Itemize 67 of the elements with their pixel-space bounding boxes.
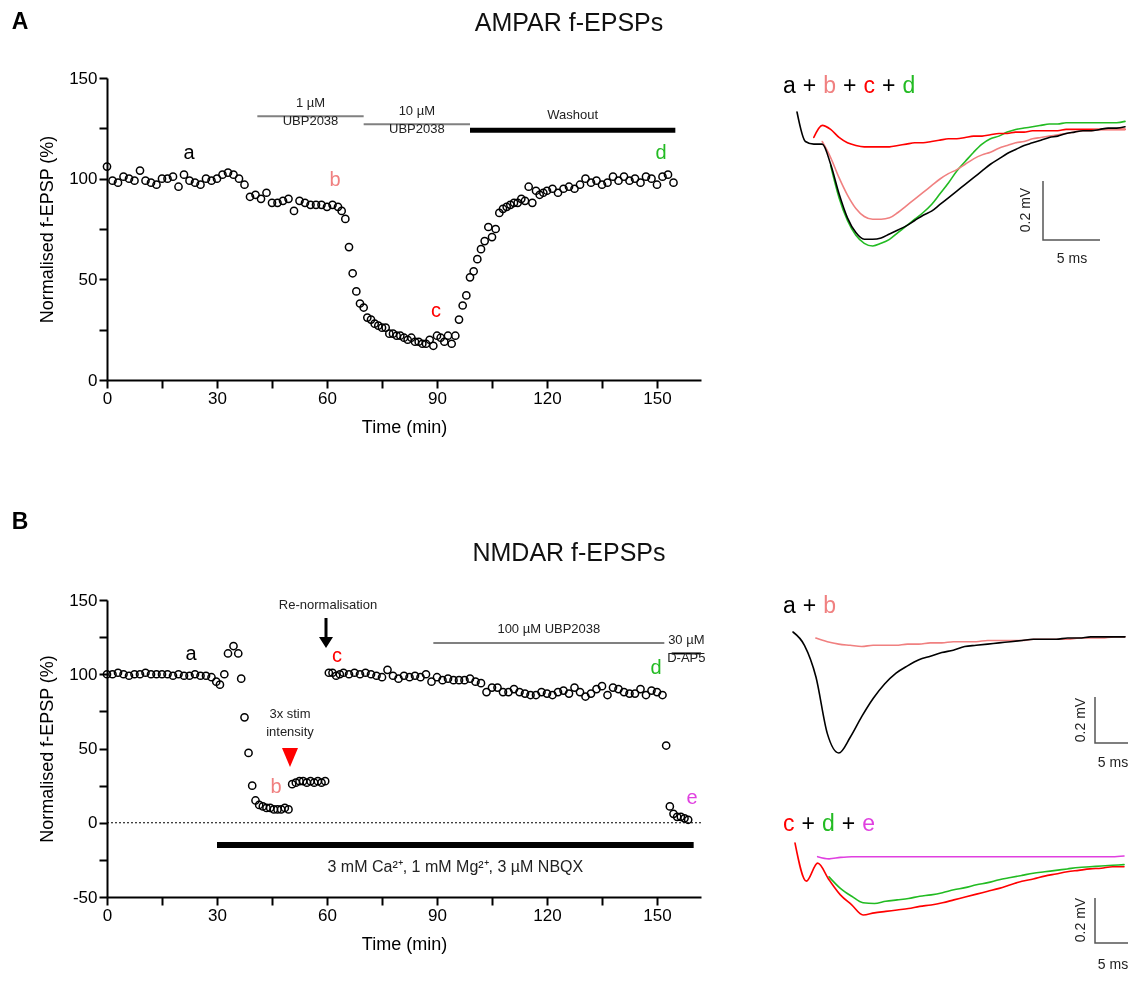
annotation: 3x stim intensity xyxy=(266,705,314,741)
text: + xyxy=(881,72,896,98)
text: + xyxy=(843,72,857,98)
series-label: d xyxy=(821,810,835,836)
text: + xyxy=(802,592,817,618)
text: 5 ms xyxy=(1056,250,1088,266)
annotation: c xyxy=(431,297,441,323)
series-label: e xyxy=(862,810,875,836)
text: B xyxy=(11,507,29,537)
series-label: 1 µM UBP2038 xyxy=(282,95,339,129)
y-tick-label: -50 xyxy=(72,887,98,907)
series-label: a xyxy=(783,72,796,98)
series-label: 100 µM UBP2038 xyxy=(497,621,601,637)
annotation: a xyxy=(183,139,195,165)
x-tick-label: 0 xyxy=(102,905,113,925)
x-tick-label: 120 xyxy=(533,388,562,408)
y-tick-label: 50 xyxy=(78,739,98,758)
annotation: e xyxy=(686,784,698,810)
y-axis-title: Normalised f-EPSP (%) xyxy=(37,655,58,843)
text: 5 ms xyxy=(1097,754,1129,770)
text: + xyxy=(841,810,856,836)
annotation: 0.2 mV xyxy=(1072,897,1088,943)
series-label: c xyxy=(863,72,875,98)
text: d xyxy=(902,72,916,98)
x-tick-label: 90 xyxy=(428,905,447,925)
y-tick-label: 100 xyxy=(69,664,98,684)
y-axis-title: Normalised f-EPSP (%) xyxy=(37,135,58,324)
y-tick-label: 150 xyxy=(69,68,98,88)
x-tick-label: 120 xyxy=(533,905,562,925)
series-label: 10 µM UBP2038 xyxy=(389,103,445,137)
x-tick-label: 60 xyxy=(318,388,337,408)
x-tick-label: 30 xyxy=(208,905,227,925)
annotation: b xyxy=(270,773,282,799)
x-tick-label: 60 xyxy=(318,905,337,925)
annotation: b xyxy=(329,166,341,192)
x-axis-title: Time (min) xyxy=(361,933,448,954)
chart-title: NMDAR f-EPSPs xyxy=(471,538,667,567)
x-tick-label: 150 xyxy=(643,905,672,925)
annotation: Re-normalisation xyxy=(278,596,378,614)
x-tick-label: 0 xyxy=(102,388,113,408)
chart-title: AMPAR f-EPSPs xyxy=(474,8,664,36)
annotation: a xyxy=(185,640,197,666)
annotation: 0.2 mV xyxy=(1017,187,1033,233)
text: A xyxy=(11,7,29,37)
series-label: Washout xyxy=(547,107,599,123)
y-tick-label: 0 xyxy=(88,813,98,833)
series-label: 3 mM Ca²⁺, 1 mM Mg²⁺, 3 µM NBQX xyxy=(327,858,584,876)
y-tick-label: 50 xyxy=(78,269,98,289)
y-tick-label: 150 xyxy=(69,590,98,610)
annotation: d xyxy=(655,139,667,165)
annotation: 0.2 mV xyxy=(1072,697,1088,743)
annotation: d xyxy=(650,654,662,680)
x-axis-title: Time (min) xyxy=(361,416,448,437)
text: + xyxy=(802,72,817,98)
annotation: c xyxy=(332,642,342,668)
y-tick-label: 0 xyxy=(88,370,98,390)
y-tick-label: 100 xyxy=(69,169,98,189)
series-label: 30 µM D-AP5 xyxy=(667,632,706,666)
text: 5 ms xyxy=(1097,956,1129,972)
x-tick-label: 90 xyxy=(428,388,447,408)
x-tick-label: 150 xyxy=(643,388,672,408)
text: + xyxy=(801,810,815,836)
series-label: b xyxy=(823,592,837,618)
x-tick-label: 30 xyxy=(208,388,227,408)
series-label: a xyxy=(783,592,796,618)
series-label: b xyxy=(823,72,837,98)
series-label: c xyxy=(783,810,795,836)
